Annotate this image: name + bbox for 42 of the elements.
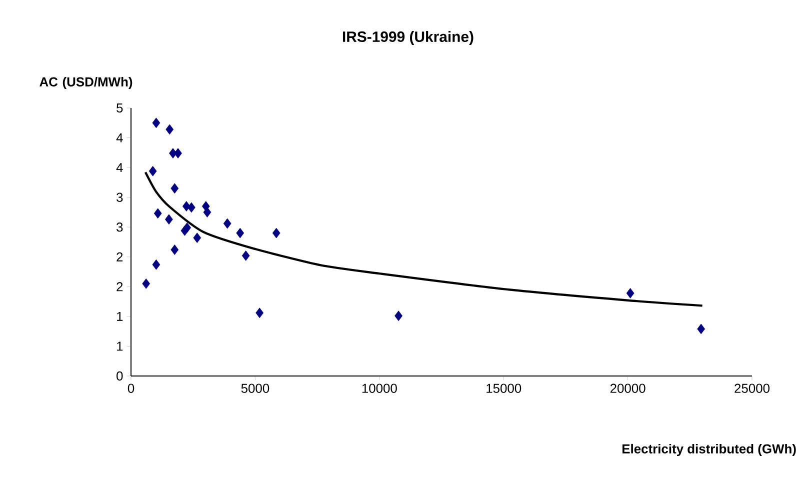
x-tick-label: 25000 — [734, 384, 770, 393]
point — [193, 232, 202, 243]
y-tick-label: 2 — [116, 252, 123, 262]
y-tick-label: 2 — [116, 282, 123, 292]
y-tick-label: 5 — [116, 103, 123, 113]
x-tick-label: 5000 — [241, 384, 270, 393]
point — [697, 324, 706, 334]
y-tick-label: 3 — [116, 192, 123, 202]
point — [187, 202, 196, 213]
point — [170, 183, 179, 194]
point — [242, 250, 250, 261]
point — [174, 148, 182, 158]
point — [183, 222, 192, 233]
point — [142, 278, 150, 289]
point — [256, 308, 264, 318]
y-tick-label: 1 — [117, 342, 123, 351]
y-tick-label: 1 — [117, 312, 123, 321]
point — [272, 228, 280, 238]
y-tick-label: 0 — [116, 371, 123, 381]
point — [236, 228, 244, 238]
chart-title: IRS-1999 (Ukraine) — [342, 31, 474, 45]
point — [626, 288, 634, 298]
point — [203, 207, 212, 218]
line-series — [144, 171, 704, 307]
point — [165, 214, 173, 225]
point — [148, 166, 157, 176]
x-tick-label: 10000 — [362, 384, 397, 393]
point — [223, 218, 232, 229]
y-tick-label: 4 — [116, 133, 123, 142]
point — [152, 259, 160, 270]
point — [170, 244, 179, 255]
y-tick-label: 4 — [116, 163, 123, 172]
x-axis-title: Electricity distributed (GWh) — [622, 444, 796, 456]
point — [394, 310, 402, 322]
y-tick-label: 3 — [116, 222, 123, 232]
x-tick-label: 15000 — [486, 384, 522, 393]
point — [166, 124, 174, 135]
x-tick-label: 20000 — [610, 384, 646, 393]
x-tick-label: 0 — [128, 384, 134, 393]
y-axis-title: AC (USD/MWh) — [40, 76, 132, 90]
point — [152, 118, 160, 128]
point — [154, 208, 162, 219]
